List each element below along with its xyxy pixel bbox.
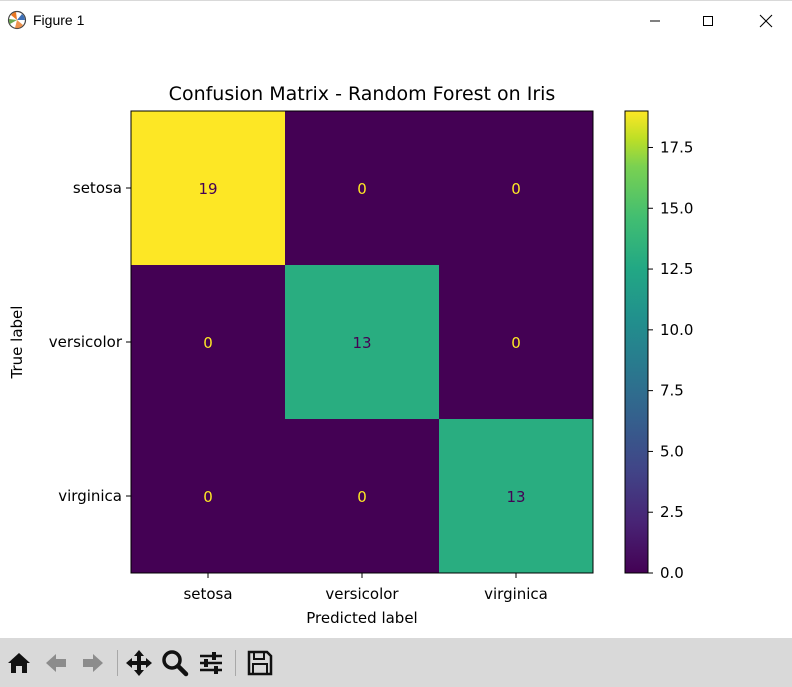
colorbar — [624, 110, 649, 574]
back-button[interactable] — [41, 648, 71, 678]
x-tick-label: setosa — [183, 585, 232, 603]
zoom-icon — [162, 650, 189, 677]
figure-canvas: Confusion Matrix - Random Forest on Iris… — [0, 40, 792, 638]
heatmap-cell — [285, 265, 439, 419]
forward-button[interactable] — [78, 648, 108, 678]
close-icon — [759, 14, 773, 28]
cell-value-label: 0 — [511, 334, 521, 352]
heatmap-cell — [131, 111, 285, 265]
heatmap-cell — [131, 419, 285, 573]
colorbar-tick-label: 0.0 — [660, 564, 684, 582]
matplotlib-app-icon — [7, 10, 27, 30]
home-button[interactable] — [4, 648, 34, 678]
maximize-button[interactable] — [685, 1, 731, 41]
save-button[interactable] — [245, 648, 275, 678]
cell-value-label: 19 — [198, 180, 217, 198]
x-tick-label: versicolor — [325, 585, 399, 603]
heatmap-cell — [439, 111, 593, 265]
configure-subplots-icon — [200, 652, 222, 674]
heatmap-cell — [285, 111, 439, 265]
close-button[interactable] — [743, 1, 789, 41]
cell-value-label: 0 — [203, 334, 213, 352]
save-icon — [247, 650, 273, 676]
x-tick-label: virginica — [484, 585, 548, 603]
forward-icon — [83, 654, 103, 672]
toolbar-separator — [235, 650, 236, 676]
back-icon — [46, 654, 66, 672]
colorbar-tick-label: 5.0 — [660, 442, 684, 460]
cell-value-label: 0 — [357, 180, 367, 198]
y-tick-label: virginica — [58, 487, 122, 505]
heatmap-cell — [131, 265, 285, 419]
cell-value-label: 0 — [203, 488, 213, 506]
cell-value-label: 0 — [511, 180, 521, 198]
colorbar-tick-label: 15.0 — [660, 199, 693, 217]
zoom-button[interactable] — [160, 648, 190, 678]
minimize-icon — [650, 20, 660, 22]
heatmap-cell — [439, 265, 593, 419]
window-title: Figure 1 — [33, 12, 85, 28]
minimize-button[interactable] — [632, 1, 678, 41]
y-axis-label: True label — [8, 306, 26, 380]
chart-title: Confusion Matrix - Random Forest on Iris — [169, 83, 556, 105]
cell-value-label: 13 — [352, 334, 371, 352]
heatmap-cell — [285, 419, 439, 573]
x-axis-label: Predicted label — [306, 609, 417, 627]
pan-button[interactable] — [124, 648, 154, 678]
confusion-matrix-chart: Confusion Matrix - Random Forest on Iris… — [8, 83, 693, 627]
cell-value-label: 13 — [506, 488, 525, 506]
heatmap-cell — [439, 419, 593, 573]
cell-value-label: 0 — [357, 488, 367, 506]
home-icon — [8, 653, 30, 673]
title-bar: Figure 1 — [0, 0, 792, 40]
configure-subplots-button[interactable] — [196, 648, 226, 678]
pan-icon — [126, 650, 152, 676]
y-tick-label: setosa — [73, 179, 122, 197]
navigation-toolbar — [0, 638, 792, 687]
y-tick-label: versicolor — [49, 333, 123, 351]
colorbar-tick-label: 7.5 — [660, 382, 684, 400]
colorbar-tick-label: 17.5 — [660, 138, 693, 156]
colorbar-tick-label: 10.0 — [660, 321, 693, 339]
toolbar-separator — [117, 650, 118, 676]
maximize-icon — [703, 16, 713, 26]
colorbar-tick-label: 12.5 — [660, 260, 693, 278]
colorbar-tick-label: 2.5 — [660, 503, 684, 521]
